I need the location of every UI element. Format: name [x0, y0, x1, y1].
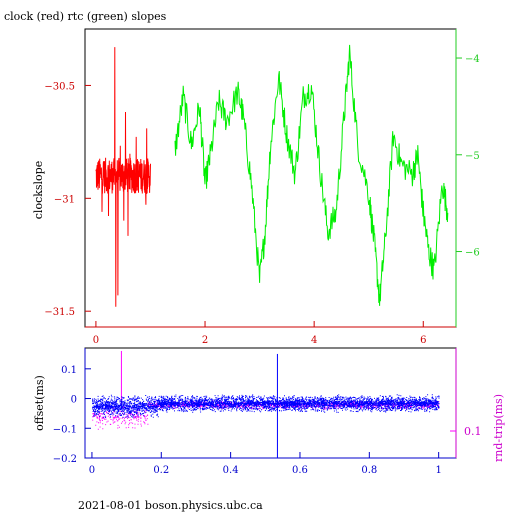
offset-ticks: 0 0.2 0.4 0.6 0.8 1 0.1 0 −0.1 −0.2 0.1	[53, 365, 482, 476]
offset-x-tick-label: 0.2	[153, 465, 169, 476]
slopes-y-tick-label: −30.5	[44, 81, 75, 92]
offset-x-tick-label: 0.8	[361, 465, 377, 476]
offset-points	[92, 394, 440, 418]
offset-y-tick-label: 0.1	[61, 365, 77, 376]
rtc-series-line	[174, 44, 449, 306]
footer-text: 2021-08-01 boson.physics.ubc.ca	[78, 499, 263, 512]
offset-y-tick-label: −0.1	[53, 424, 77, 435]
slopes-y-tick-label: −31.5	[44, 307, 75, 318]
offset-y-tick-label: 0	[71, 395, 77, 406]
rnd-trip-tick-label: 0.1	[464, 425, 482, 438]
slopes-y-axis-label: clockslope	[32, 161, 45, 219]
offset-x-tick-label: 1	[435, 465, 441, 476]
slopes-chart: 0 2 4 6 −30.5 −31 −31.5 −4 −5 −6 clockslope	[32, 28, 480, 346]
slopes-x-tick-label: 4	[311, 335, 317, 346]
slopes-y2-tick-label: −5	[465, 151, 480, 162]
offset-x-tick-label: 0	[89, 465, 95, 476]
rnd-trip-axis-label: rnd-trip(ms)	[492, 394, 505, 462]
slopes-ticks: 0 2 4 6 −30.5 −31 −31.5 −4 −5 −6	[44, 54, 479, 346]
offset-x-tick-label: 0.4	[223, 465, 239, 476]
offset-y-tick-label: −0.2	[53, 454, 77, 465]
slopes-x-tick-label: 2	[202, 335, 208, 346]
slopes-x-tick-label: 6	[420, 335, 426, 346]
slopes-y2-tick-label: −4	[465, 54, 480, 65]
offset-chart: 0 0.2 0.4 0.6 0.8 1 0.1 0 −0.1 −0.2 0.1 offset(ms)…	[33, 347, 505, 476]
chart-title: clock (red) rtc (green) slopes	[4, 10, 167, 23]
slopes-y-tick-label: −31	[54, 194, 75, 205]
offset-y-axis-label: offset(ms)	[33, 375, 46, 431]
clock-series-line	[95, 47, 151, 307]
offset-series	[92, 350, 440, 458]
slopes-x-tick-label: 0	[93, 335, 99, 346]
slopes-series	[95, 44, 449, 307]
slopes-y2-tick-label: −6	[465, 248, 480, 259]
offset-x-tick-label: 0.6	[292, 465, 308, 476]
